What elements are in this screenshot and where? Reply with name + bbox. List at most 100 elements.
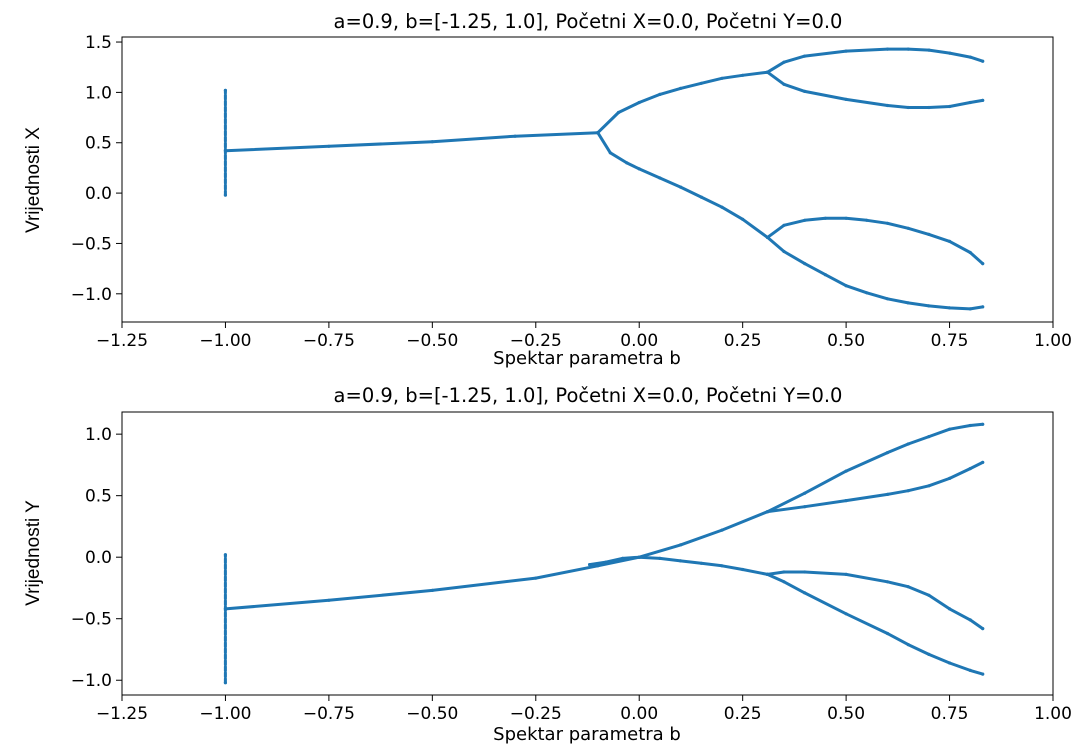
data-point xyxy=(906,47,910,51)
data-point xyxy=(927,484,931,488)
subplot-x-x-ticks: −1.25 −1.00 −0.75 −0.50 −0.25 0.00 0.25 0.50 0.7… xyxy=(96,322,1072,351)
data-point xyxy=(981,672,985,676)
y-tick-label: 0.0 xyxy=(85,184,112,204)
data-point xyxy=(981,98,985,102)
data-point xyxy=(720,76,724,80)
data-point xyxy=(948,51,952,55)
subplot-x: a=0.9, b=[-1.25, 1.0], Početni X=0.0, Po… xyxy=(23,10,1072,369)
data-point xyxy=(782,60,786,64)
subplot-y-frame xyxy=(121,411,1054,696)
data-point xyxy=(803,591,807,595)
data-point xyxy=(803,505,807,509)
y-tick-label: −0.5 xyxy=(71,610,112,630)
data-point xyxy=(637,100,641,105)
data-point xyxy=(844,49,848,53)
data-point xyxy=(782,82,786,86)
data-point xyxy=(782,223,786,227)
x-tick-label: 0.25 xyxy=(724,331,762,351)
data-point xyxy=(981,59,985,63)
series-branch-4 xyxy=(766,570,985,631)
series-branch-4 xyxy=(766,70,985,109)
subplot-y: a=0.9, b=[-1.25, 1.0], Početni X=0.0, Po… xyxy=(23,384,1072,745)
data-point xyxy=(844,97,848,101)
data-point xyxy=(981,627,985,631)
y-tick-label: 0.5 xyxy=(85,134,112,154)
data-point xyxy=(679,559,683,563)
data-point xyxy=(906,489,910,493)
data-point xyxy=(968,423,972,428)
x-tick-label: −0.50 xyxy=(406,331,458,351)
data-point xyxy=(616,110,621,115)
subplot-y-plot-area xyxy=(223,422,985,685)
series-branch-3 xyxy=(766,47,985,74)
data-point xyxy=(906,226,910,230)
subplot-x-xlabel: Spektar parametra b xyxy=(493,348,681,369)
series-branch-5 xyxy=(766,572,985,676)
subplot-x-title: a=0.9, b=[-1.25, 1.0], Početni X=0.0, Po… xyxy=(334,10,843,33)
data-point xyxy=(906,643,910,647)
y-tick-label: −1.0 xyxy=(71,671,112,691)
y-tick-label: 1.0 xyxy=(85,83,112,103)
data-point xyxy=(927,105,931,110)
data-point xyxy=(927,232,931,236)
x-tick-label: 0.25 xyxy=(724,704,762,724)
subplot-y-xlabel: Spektar parametra b xyxy=(493,724,681,745)
x-tick-label: −0.50 xyxy=(406,704,458,724)
data-point xyxy=(885,580,890,584)
subplot-y-y-ticks: −1.0 −0.5 0.0 0.5 1.0 xyxy=(71,425,122,691)
subplot-y-title: a=0.9, b=[-1.25, 1.0], Početni X=0.0, Po… xyxy=(334,384,843,407)
data-point xyxy=(968,100,972,105)
x-tick-label: 1.00 xyxy=(1034,704,1072,724)
data-point xyxy=(596,564,600,568)
data-point xyxy=(968,307,972,311)
data-point xyxy=(223,681,227,685)
data-point xyxy=(803,491,807,495)
data-point xyxy=(906,105,910,110)
x-tick-label: 0.75 xyxy=(931,704,969,724)
data-point xyxy=(223,193,227,197)
data-point xyxy=(803,262,807,266)
data-point xyxy=(948,104,952,109)
y-tick-label: −1.0 xyxy=(71,285,112,305)
data-point xyxy=(658,556,662,561)
data-point xyxy=(927,593,931,597)
data-point xyxy=(588,563,592,567)
data-point xyxy=(823,216,828,220)
subplot-y-x-ticks: −1.25 −1.00 −0.75 −0.50 −0.25 0.00 0.25 0.50 0.7… xyxy=(96,695,1072,724)
x-tick-label: −0.25 xyxy=(510,704,562,724)
data-point xyxy=(948,476,952,480)
data-point xyxy=(720,205,724,209)
data-point xyxy=(844,284,848,288)
data-point xyxy=(625,161,629,165)
data-point xyxy=(765,510,770,514)
y-tick-label: 1.0 xyxy=(85,425,112,445)
data-point xyxy=(844,572,848,577)
subplot-x-ylabel: Vrijednosti X xyxy=(23,127,44,233)
data-point xyxy=(885,451,890,455)
data-point xyxy=(327,598,331,602)
series-branch-2 xyxy=(766,422,985,514)
data-point xyxy=(927,652,931,657)
data-point xyxy=(223,88,227,92)
data-point xyxy=(865,218,869,222)
data-point xyxy=(948,427,952,431)
data-point xyxy=(885,103,890,108)
data-point xyxy=(968,668,972,673)
data-point xyxy=(223,553,227,557)
data-point xyxy=(803,218,807,222)
x-tick-label: 0.00 xyxy=(620,331,658,351)
data-point xyxy=(885,492,890,496)
data-point xyxy=(803,89,807,93)
data-point xyxy=(741,567,745,572)
data-point xyxy=(906,585,910,589)
y-tick-label: 0.5 xyxy=(85,487,112,507)
data-point xyxy=(981,305,985,309)
x-tick-label: −1.00 xyxy=(199,331,251,351)
data-point xyxy=(534,576,538,580)
series-branch-0 xyxy=(223,131,600,153)
data-point xyxy=(782,580,786,584)
data-point xyxy=(699,81,703,85)
data-point xyxy=(430,140,434,144)
data-point xyxy=(968,618,972,622)
